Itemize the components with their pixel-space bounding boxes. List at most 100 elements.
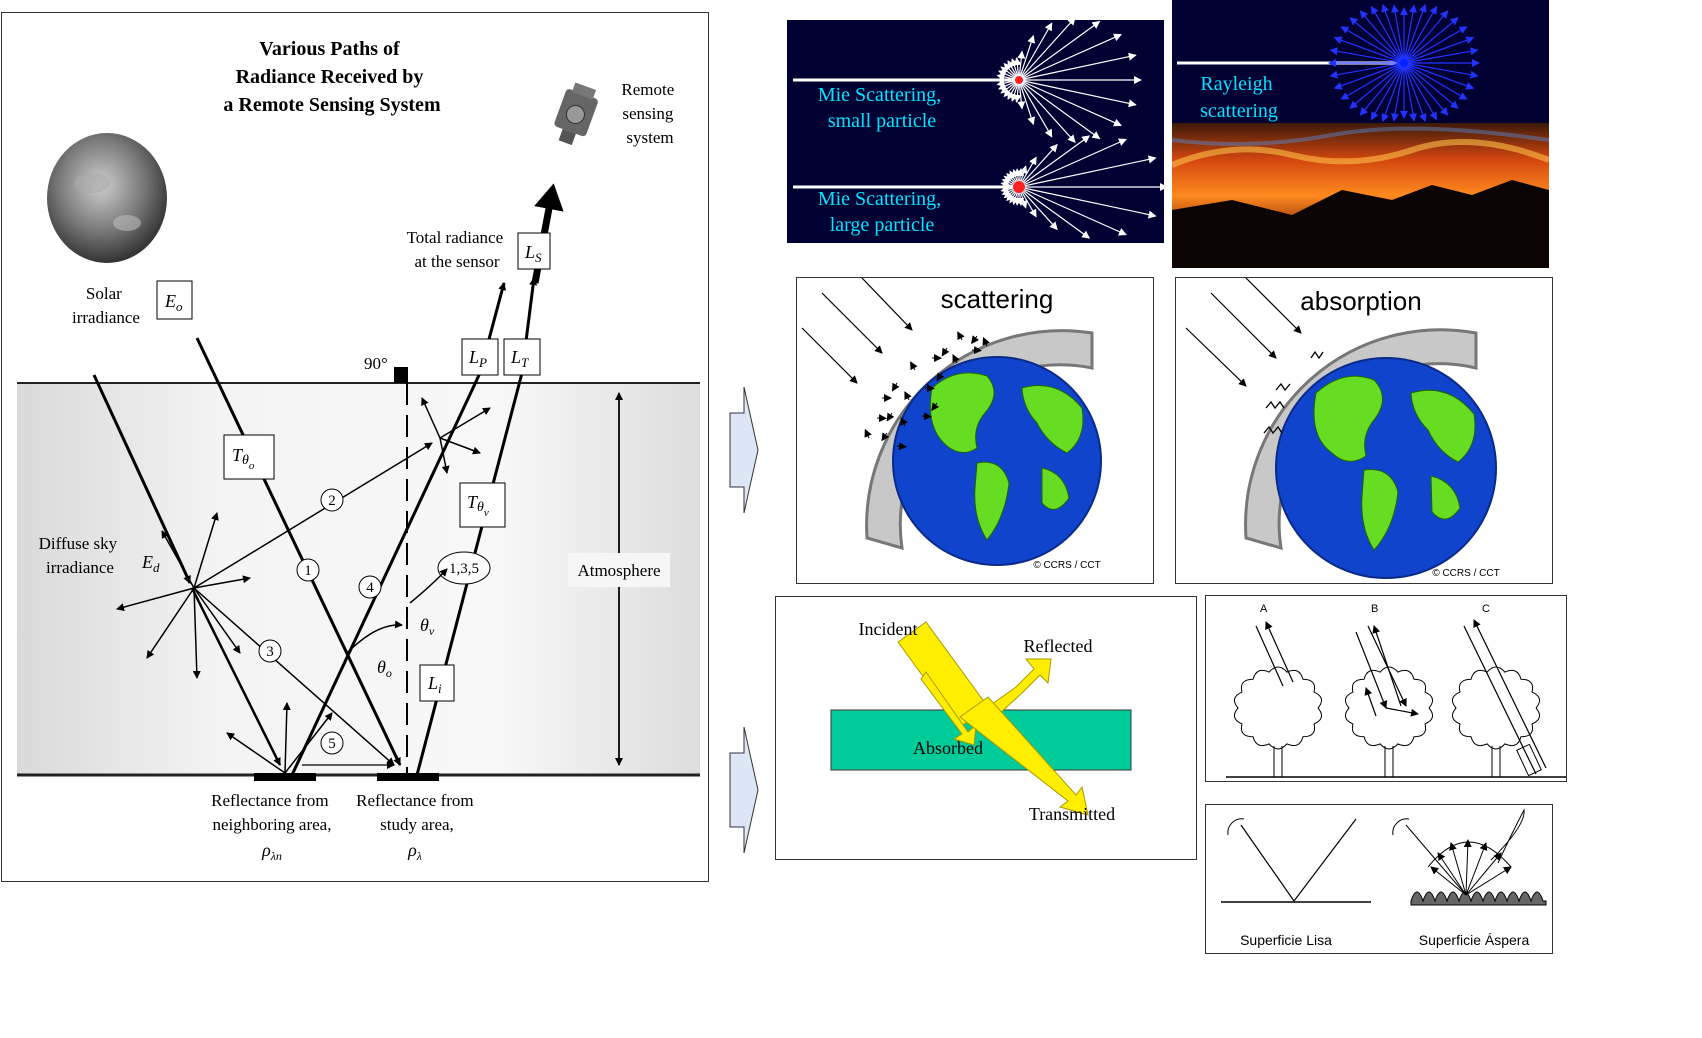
atmo-scatter-arrows (421, 397, 491, 474)
scatter-ray (1329, 62, 1405, 79)
tree-canopy (1451, 666, 1541, 750)
scatter-ray (1403, 62, 1475, 90)
svg-text:5: 5 (328, 736, 336, 752)
scatter-ray (1017, 79, 1026, 110)
scatter-ray (1018, 79, 1101, 140)
svg-text:1: 1 (304, 563, 312, 579)
scattering-title: scattering (941, 284, 1054, 314)
scatter-ray (1018, 17, 1076, 81)
camera-icon (554, 82, 598, 146)
scatter-ray (1333, 62, 1405, 90)
svg-text:2: 2 (328, 493, 336, 509)
scatter-ray (1018, 186, 1157, 219)
scatter-ray (1403, 4, 1417, 64)
eo-box (156, 280, 193, 320)
scatter-ray (1018, 186, 1127, 236)
scatter-arrow (921, 412, 932, 421)
scatter-ray (1349, 62, 1405, 109)
scatter-ray (1018, 20, 1101, 81)
beam-path-3 (193, 587, 395, 766)
svg-text:ρλ: ρλ (407, 840, 422, 863)
mountain-silhouette (1172, 180, 1549, 268)
neighbor-reflection-arrows (226, 702, 395, 774)
scatter-ray (1403, 62, 1438, 121)
beam-path-4 (290, 372, 482, 776)
scatter-ray (1018, 186, 1058, 231)
scattering-credit: © CCRS / CCT (1033, 560, 1100, 571)
sun-image (47, 133, 167, 263)
rayleigh-label: Rayleigh scattering (1200, 73, 1278, 122)
earth-globe (892, 356, 1102, 566)
scatter-ray (1018, 143, 1058, 188)
tree-canopy (1233, 666, 1323, 750)
absorbed-beam (920, 671, 977, 746)
scatter-arrow (881, 432, 890, 442)
absorption-squiggles (1263, 350, 1324, 435)
scatter-arrow (900, 416, 908, 427)
neighbor-reflectance-label: Reflectance from neighboring area, (211, 791, 333, 834)
scatter-ray (1403, 36, 1475, 64)
tree-label-b: B (1371, 603, 1378, 615)
transmitted-beam (959, 696, 1089, 816)
theta-o-arc (346, 620, 403, 654)
right-angle-label: 90° (364, 354, 388, 373)
scatter-ray (1329, 47, 1405, 64)
li-box (419, 664, 455, 702)
scatter-ray (1018, 79, 1076, 143)
scatter-ray (1018, 135, 1091, 188)
tree-label-c: C (1482, 603, 1490, 615)
scatter-ray (1340, 26, 1405, 64)
mie-scattering-diagram: Mie Scattering, small particle Mie Scatt… (793, 17, 1168, 239)
scatter-arrow (904, 391, 912, 401)
rough-surface (1410, 891, 1547, 906)
scatter-ray (1403, 62, 1449, 116)
scatter-ray (1370, 5, 1405, 64)
scatter-arrow (910, 361, 918, 371)
scatter-ray (1403, 62, 1479, 79)
scatter-ray (1403, 3, 1427, 64)
remote-system-label: Remote sensing system (621, 80, 678, 147)
scatter-ray (1403, 10, 1449, 64)
scatter-ray (1018, 186, 1091, 239)
absorption-diagram: absorption © CCRS / CCT (1185, 277, 1500, 579)
diffuse-scatter-arrows (116, 512, 251, 679)
solar-irradiance-label: Solar irradiance (72, 284, 140, 327)
scatter-ray (1018, 22, 1053, 81)
scatter-ray (1340, 62, 1405, 100)
surfaces-diagram: Superficie Lisa Superficie Áspera (1221, 808, 1547, 948)
scatter-ray (1391, 62, 1405, 122)
scatter-arrow (952, 354, 960, 364)
diffuse-sky-label: Diffuse sky irradiance (39, 534, 122, 577)
scatter-arrow (936, 372, 945, 382)
scatter-ray (1018, 52, 1137, 81)
scatter-ray (1381, 62, 1405, 123)
scatter-arrow (886, 412, 895, 422)
svg-text:3: 3 (266, 644, 274, 660)
interaction-diagram: Incident Reflected Absorbed Transmitted (830, 619, 1132, 824)
scatter-ray (1018, 33, 1122, 81)
surfaces-panel: Superficie Lisa Superficie Áspera (1205, 804, 1553, 954)
small-particle (1015, 76, 1023, 84)
incident-label: Incident (859, 619, 918, 639)
mie-large-label: Mie Scattering, large particle (818, 188, 946, 236)
beam-path-2 (193, 442, 433, 589)
scatter-ray (1018, 79, 1053, 138)
t-theta-o-box (223, 434, 275, 480)
scatter-ray (1017, 50, 1026, 81)
large-particle (1013, 181, 1025, 193)
scatter-ray (1403, 62, 1417, 122)
diagram-title: Various Paths of Radiance Received by a … (223, 38, 441, 116)
scatter-ray (1018, 79, 1035, 126)
ls-box (517, 232, 551, 270)
study-area-bar (377, 773, 439, 781)
svg-text:4: 4 (366, 580, 374, 596)
scatter-ray (1018, 79, 1137, 108)
scatter-ray (1018, 155, 1157, 188)
incoming-rays (801, 277, 913, 384)
beam-solar-left (92, 374, 192, 584)
scattering-panel: scattering © CCRS / CCT (796, 277, 1154, 584)
scatter-arrow (896, 442, 907, 451)
scatter-ray (1018, 79, 1122, 127)
scatter-arrow (971, 346, 982, 355)
scatter-ray (1349, 17, 1405, 64)
